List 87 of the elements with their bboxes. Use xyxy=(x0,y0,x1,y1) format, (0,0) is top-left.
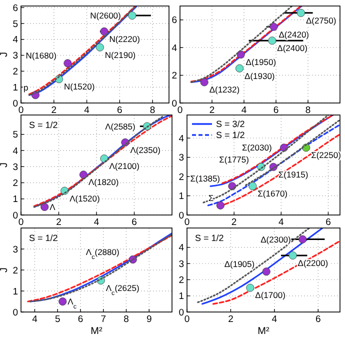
x-tick-label: 8 xyxy=(150,105,156,116)
x-tick-label: 8 xyxy=(124,314,129,325)
y-tick-label: 2 xyxy=(172,70,177,82)
x-tick-label: 6 xyxy=(315,314,321,325)
annotation: Δ(2420) xyxy=(278,29,310,40)
y-tick-label: 3 xyxy=(12,50,18,62)
annotation: N(2220) xyxy=(109,34,140,44)
annotation: S = 1/2 xyxy=(29,233,58,243)
y-tick-label: 3 xyxy=(178,258,184,270)
y-tick-label: 4 xyxy=(12,34,18,46)
x-tick-label: 6 xyxy=(117,105,122,116)
y-tick-label: 2 xyxy=(12,178,18,190)
annotation: Λ(1520) xyxy=(70,193,100,204)
annotation: Σ(2030) xyxy=(242,142,272,153)
legend-label: S = 3/2 xyxy=(216,119,245,130)
annotation: S = 1/2 xyxy=(29,120,58,130)
x-tick-label: 4 xyxy=(241,105,247,116)
annotation: Λ(2585) xyxy=(105,121,136,132)
annotation: Λ(2350) xyxy=(130,144,161,155)
y-tick-label: 4 xyxy=(12,146,18,157)
x-axis-title: M² xyxy=(90,326,103,337)
annotation: N(2600) xyxy=(90,10,122,21)
x-tick-label: 2 xyxy=(209,105,215,116)
y-axis-title: J xyxy=(0,162,10,168)
annotation: Λ$_{c}$ xyxy=(68,296,78,310)
y-tick-label: 3 xyxy=(178,152,184,164)
y-tick-label: 6 xyxy=(172,15,177,26)
annotation: Δ(2750) xyxy=(306,15,336,26)
annotation: Λ(1820) xyxy=(88,177,119,188)
annotation: Δ(1232) xyxy=(209,84,240,95)
y-tick-label: 2 xyxy=(12,66,18,78)
annotation: Λ xyxy=(50,202,56,212)
x-tick-label: 2 xyxy=(56,217,62,228)
y-tick-label: 3 xyxy=(12,244,18,256)
annotation: Λ$_{c}$(2625) xyxy=(106,282,140,296)
x-tick-label: 4 xyxy=(84,105,90,116)
annotation: Δ(1905) xyxy=(224,259,255,270)
y-tick-label: 6 xyxy=(12,2,18,14)
annotation: Δ(1700) xyxy=(255,290,286,300)
annotation: p xyxy=(23,82,28,93)
y-tick-label: 5 xyxy=(12,18,18,30)
annotation: Σ(1775) xyxy=(219,154,250,164)
annotation: Σ(1670) xyxy=(258,188,288,199)
annotation: Δ(2300) xyxy=(260,234,292,244)
y-tick-label: 1 xyxy=(12,286,18,298)
x-tick-label: 2 xyxy=(51,105,57,116)
y-tick-label: 5 xyxy=(12,130,18,141)
legend-label: S = 1/2 xyxy=(216,130,245,140)
x-tick-label: 4 xyxy=(32,314,38,325)
annotation: N(2190) xyxy=(104,50,136,60)
x-tick-label: 9 xyxy=(146,314,152,325)
y-tick-label: 1 xyxy=(12,82,18,94)
x-tick-label: 6 xyxy=(273,105,279,116)
x-tick-label: 2 xyxy=(228,314,234,325)
y-tick-label: 4 xyxy=(178,242,184,254)
x-tick-label: 6 xyxy=(78,314,84,325)
y-tick-label: 4 xyxy=(178,133,184,144)
annotation: Σ(1915) xyxy=(278,169,308,180)
x-axis-title: M² xyxy=(258,326,270,337)
annotation: Δ(2400) xyxy=(277,43,308,54)
y-axis-title: J xyxy=(0,268,10,272)
annotation: Λ(2100) xyxy=(109,161,140,172)
annotation: Δ(1950) xyxy=(246,56,276,67)
y-tick-label: 1 xyxy=(178,191,184,202)
y-tick-label: 4 xyxy=(172,42,177,54)
x-tick-label: 4 xyxy=(94,217,100,228)
x-tick-label: 7 xyxy=(100,314,106,325)
x-tick-label: 4 xyxy=(278,217,284,228)
x-tick-label: 2 xyxy=(231,217,237,228)
y-tick-label: 1 xyxy=(12,194,18,206)
x-tick-label: 4 xyxy=(272,314,278,325)
y-tick-label: 1 xyxy=(178,291,184,302)
x-tick-label: 6 xyxy=(326,217,331,228)
annotation: Δ(1930) xyxy=(244,70,275,81)
x-tick-label: 8 xyxy=(305,105,311,116)
x-tick-label: 6 xyxy=(132,217,137,228)
annotation: S = 1/2 xyxy=(195,233,224,243)
y-tick-label: 3 xyxy=(12,162,18,173)
x-tick-label: 5 xyxy=(54,314,60,325)
y-tick-label: 2 xyxy=(12,265,18,276)
annotation: Σ(1385) xyxy=(190,174,220,184)
annotation: N(1680) xyxy=(26,50,57,61)
y-tick-label: 2 xyxy=(178,172,184,183)
annotation: Λ$_{c}$(2880) xyxy=(86,246,120,260)
y-tick-label: 2 xyxy=(178,275,184,286)
y-axis-title: J xyxy=(0,52,10,57)
annotation: N(1520) xyxy=(64,82,95,92)
